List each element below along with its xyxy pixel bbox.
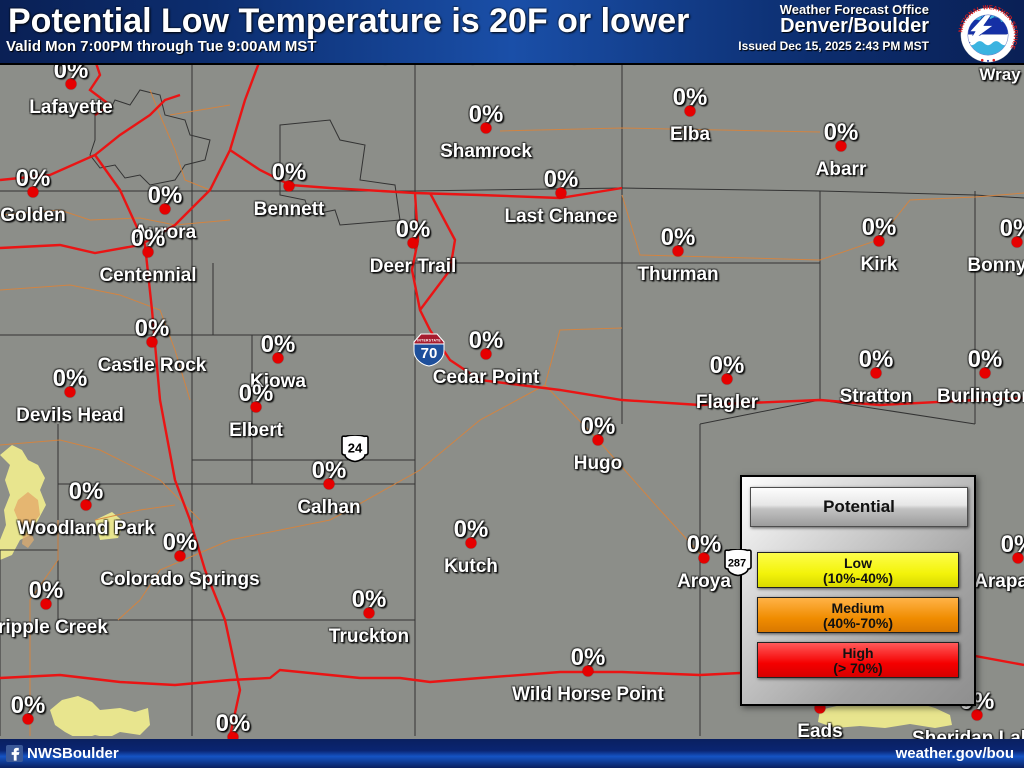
svg-text:287: 287	[728, 558, 746, 570]
svg-text:70: 70	[421, 345, 438, 362]
svg-text:INTERSTATE: INTERSTATE	[417, 338, 441, 342]
svg-text:24: 24	[348, 441, 363, 456]
